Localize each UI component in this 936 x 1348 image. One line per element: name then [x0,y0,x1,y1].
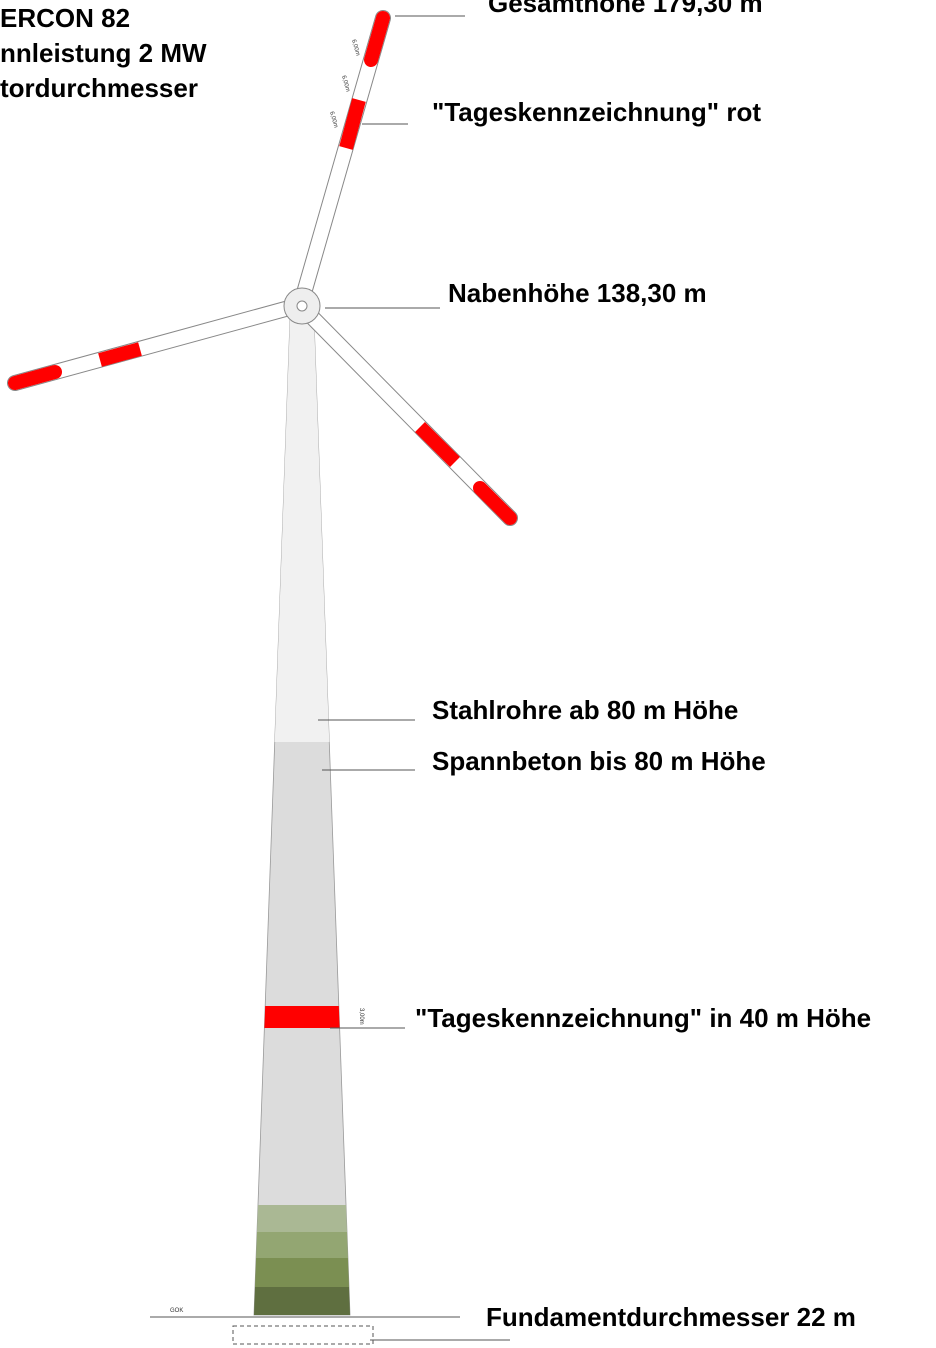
title-line: nnleistung 2 MW [0,38,207,68]
label: Gesamthöhe 179,30 m [488,0,763,18]
leaders [150,15,510,1345]
label: Stahlrohre ab 80 m Höhe [432,695,738,725]
label: "Tageskennzeichnung" rot [432,97,761,127]
tower [253,319,351,1316]
label: Nabenhöhe 138,30 m [448,278,707,308]
dimension: 6,00m [328,111,338,129]
title-line: ERCON 82 [0,3,130,33]
rotor [7,10,518,526]
label: Fundamentdurchmesser 22 m [486,1302,856,1332]
dimension: 3,00m [358,1008,364,1025]
dimension: 6,00m [340,75,350,93]
label: Spannbeton bis 80 m Höhe [432,746,766,776]
label: "Tageskennzeichnung" in 40 m Höhe [415,1003,871,1033]
dimension: 6,00m [350,39,360,57]
dimension: GOK [170,1308,183,1314]
title-line: tordurchmesser [0,73,198,103]
